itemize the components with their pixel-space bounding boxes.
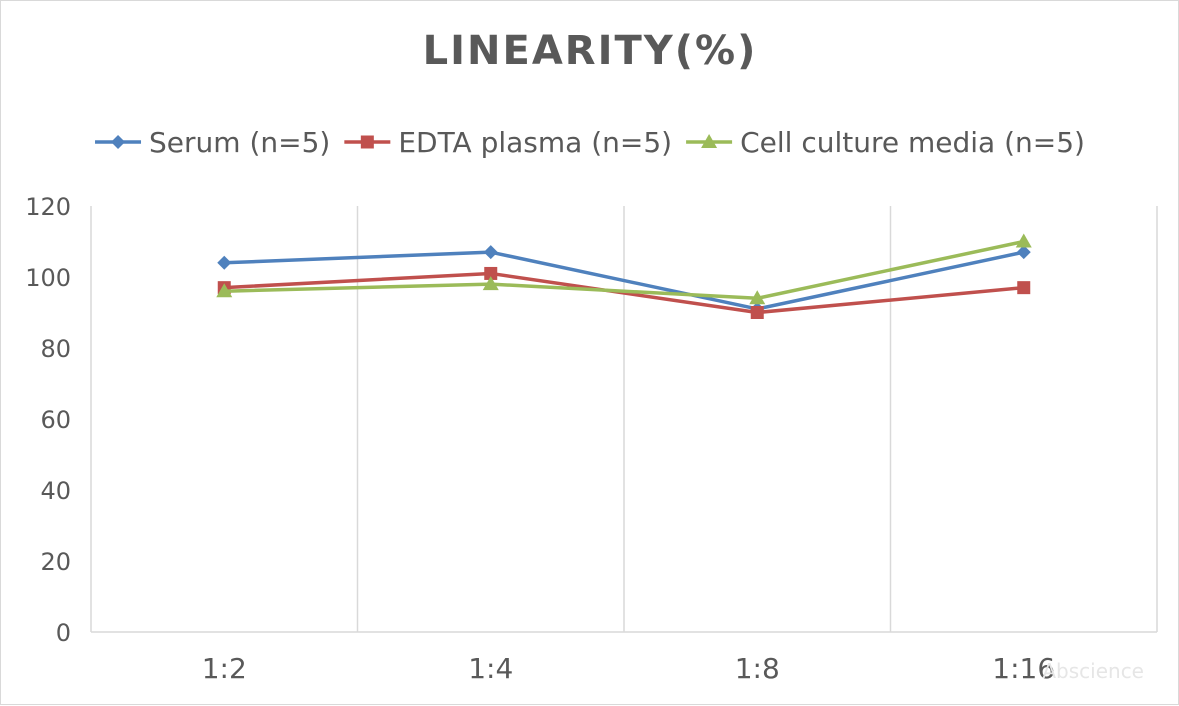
legend: Serum (n=5) EDTA plasma (n=5) Cell culture… (95, 126, 1085, 159)
watermark: Abscience (1042, 659, 1144, 683)
y-tick-label: 60 (40, 406, 71, 434)
chart-title: LINEARITY(%) (423, 28, 758, 74)
data-point-edta-plasma-n-5 (484, 266, 498, 280)
data-point-edta-plasma-n-5 (750, 306, 764, 319)
gridlines (90, 206, 1158, 633)
series-line-edta-plasma-n-5 (222, 271, 1026, 315)
y-tick-label: 0 (56, 619, 71, 647)
x-tick-label: 1:16 (992, 652, 1055, 685)
data-point-serum-n-5 (217, 255, 232, 270)
data-point-edta-plasma-n-5 (1017, 281, 1031, 295)
x-tick-label: 1:4 (468, 652, 513, 685)
legend-marker (701, 134, 718, 148)
legend-item-edta-plasma-n-5: EDTA plasma (n=5) (344, 126, 672, 159)
y-tick-label: 100 (25, 264, 71, 292)
series-edta-plasma-n-5 (217, 266, 1031, 319)
series-layer (216, 233, 1032, 319)
data-point-serum-n-5 (483, 245, 498, 260)
x-tick-label: 1:2 (202, 652, 247, 685)
data-point-serum-n-5 (1016, 245, 1031, 260)
series-line-cell-culture-media-n-5 (222, 239, 1026, 301)
series-line-serum-n-5 (222, 250, 1026, 311)
legend-marker (360, 135, 374, 149)
y-tick-label: 80 (40, 335, 71, 363)
x-axis-ticks: 1:2 1:4 1:8 1:16 (202, 652, 1055, 685)
legend-label: Serum (n=5) (149, 126, 330, 159)
y-tick-label: 20 (40, 548, 71, 576)
legend-item-serum-n-5: Serum (n=5) (95, 126, 330, 159)
data-point-cell-culture-media-n-5 (216, 283, 233, 298)
y-tick-label: 120 (25, 193, 71, 221)
legend-label: Cell culture media (n=5) (740, 126, 1085, 159)
y-axis-ticks: 0 20 40 60 80 100 120 (25, 193, 71, 647)
data-point-cell-culture-media-n-5 (749, 290, 766, 305)
legend-item-cell-culture-media-n-5: Cell culture media (n=5) (686, 126, 1085, 159)
y-tick-label: 40 (40, 477, 71, 505)
legend-marker (111, 135, 126, 149)
data-point-cell-culture-media-n-5 (482, 276, 499, 291)
x-tick-label: 1:8 (735, 652, 780, 685)
series-cell-culture-media-n-5 (216, 233, 1032, 305)
data-point-cell-culture-media-n-5 (1015, 233, 1032, 248)
legend-label: EDTA plasma (n=5) (398, 126, 672, 159)
